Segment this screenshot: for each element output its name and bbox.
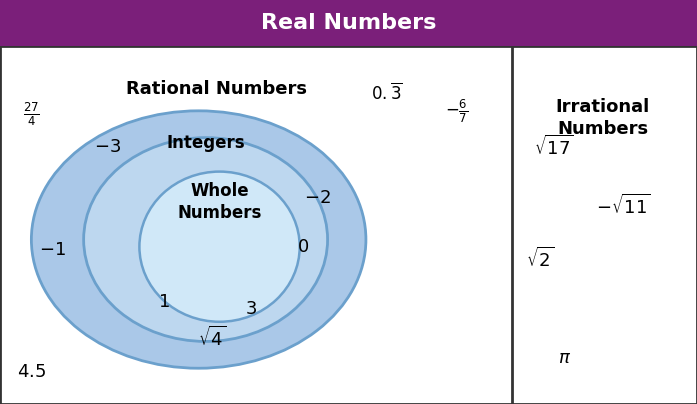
Text: $\pi$: $\pi$ [558, 349, 571, 366]
Text: Real Numbers: Real Numbers [261, 13, 436, 33]
Text: $4.5$: $4.5$ [17, 363, 46, 381]
Text: $1$: $1$ [158, 293, 169, 311]
Ellipse shape [84, 138, 328, 341]
Text: $-2$: $-2$ [304, 189, 330, 207]
Text: $-1$: $-1$ [39, 241, 66, 259]
Text: Rational Numbers: Rational Numbers [125, 80, 307, 98]
Ellipse shape [139, 172, 300, 322]
Text: $0.\overline{3}$: $0.\overline{3}$ [371, 82, 403, 103]
Text: $0$: $0$ [297, 238, 309, 256]
Text: $-\frac{6}{7}$: $-\frac{6}{7}$ [445, 97, 468, 124]
Text: $-\sqrt{11}$: $-\sqrt{11}$ [597, 194, 651, 218]
Ellipse shape [31, 111, 366, 368]
Text: $\sqrt{17}$: $\sqrt{17}$ [534, 135, 574, 159]
Bar [0, 0, 697, 46]
Text: $3$: $3$ [245, 300, 257, 318]
Text: $\sqrt{4}$: $\sqrt{4}$ [199, 326, 227, 350]
Text: Irrational
Numbers: Irrational Numbers [556, 98, 650, 138]
Text: $\frac{27}{4}$: $\frac{27}{4}$ [23, 101, 40, 128]
Bar [0, 46, 697, 404]
Text: $\sqrt{2}$: $\sqrt{2}$ [526, 247, 554, 271]
Text: Whole
Numbers: Whole Numbers [177, 182, 262, 222]
Text: Integers: Integers [167, 134, 245, 152]
Text: $-3$: $-3$ [95, 138, 121, 156]
